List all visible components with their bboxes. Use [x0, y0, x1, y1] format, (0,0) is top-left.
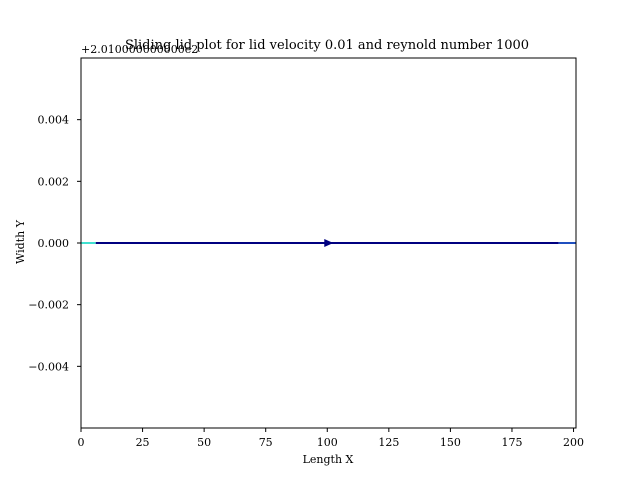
x-tick-label: 25	[136, 436, 150, 449]
y-tick-label: 0.000	[38, 237, 70, 250]
streamline-arrow	[324, 239, 334, 247]
x-axis-label: Length X	[303, 453, 354, 466]
y-tick-label: 0.004	[38, 114, 70, 127]
x-ticks: 0 25 50 75 100 125 150 175 200	[78, 428, 584, 449]
x-tick-label: 175	[501, 436, 522, 449]
x-tick-label: 200	[563, 436, 584, 449]
chart-title: Sliding lid plot for lid velocity 0.01 a…	[125, 38, 529, 53]
y-ticks: −0.004 −0.002 0.000 0.002 0.004	[28, 114, 81, 373]
x-tick-label: 0	[78, 436, 85, 449]
x-tick-label: 50	[197, 436, 211, 449]
x-tick-label: 75	[259, 436, 273, 449]
x-tick-label: 150	[440, 436, 461, 449]
y-tick-label: −0.004	[28, 360, 69, 373]
plot-frame	[80, 57, 577, 429]
x-tick-label: 100	[317, 436, 338, 449]
y-axis-label: Width Y	[14, 219, 27, 264]
y-tick-label: 0.002	[38, 175, 70, 188]
y-offset-label: +2.010000000000e2	[81, 43, 198, 56]
series-layer	[81, 239, 576, 247]
x-tick-label: 125	[378, 436, 399, 449]
y-tick-label: −0.002	[28, 299, 69, 312]
